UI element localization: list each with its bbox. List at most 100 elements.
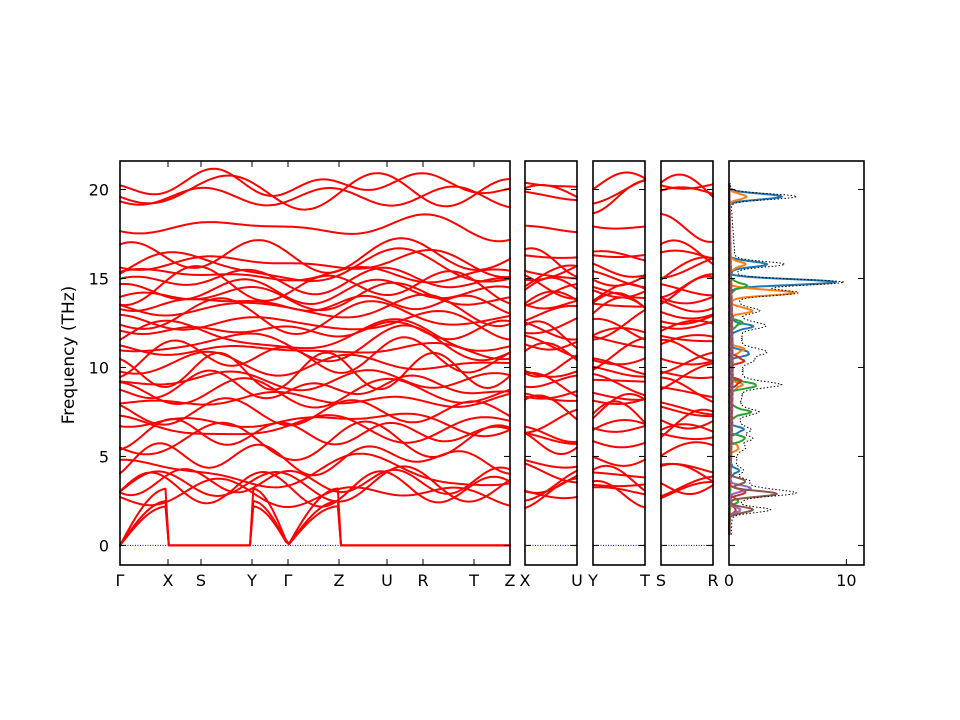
phonon-band-16 bbox=[592, 373, 646, 397]
phonon-band-9 bbox=[119, 420, 511, 461]
phonon-band-36 bbox=[524, 254, 578, 259]
phonon-band-12 bbox=[592, 400, 646, 424]
panel-frame bbox=[660, 160, 714, 566]
phonon-band-24 bbox=[592, 317, 646, 341]
phonon-band-19 bbox=[524, 354, 578, 378]
phonon-band-5 bbox=[592, 483, 646, 488]
phonon-band-23 bbox=[524, 320, 578, 350]
phonon-band-22 bbox=[660, 334, 714, 346]
dos-frame bbox=[728, 160, 865, 566]
phonon-band-40 bbox=[660, 183, 714, 190]
band-panel-main: Γ X S Y Γ Z U R T Z 0 5 10 15 20 bbox=[89, 160, 516, 590]
phonon-band-7 bbox=[524, 462, 578, 484]
phonon-band-13 bbox=[592, 393, 646, 420]
phonon-band-11 bbox=[592, 425, 646, 433]
phonon-band-26 bbox=[524, 304, 578, 322]
k-point-label: T bbox=[639, 571, 650, 590]
y-tick-label: 15 bbox=[89, 269, 109, 288]
k-point-label: S bbox=[656, 571, 666, 590]
phonon-band-7 bbox=[592, 471, 646, 479]
k-point-label: U bbox=[381, 571, 393, 590]
phonon-band-22 bbox=[524, 340, 578, 351]
phonon-band-37 bbox=[660, 213, 714, 243]
phonon-band-33 bbox=[119, 266, 511, 284]
phonon-band-32 bbox=[119, 266, 511, 296]
phonon-band-39 bbox=[592, 178, 646, 205]
phonon-band-24 bbox=[524, 321, 578, 341]
phonon-band-4 bbox=[592, 486, 646, 496]
k-point-label: Z bbox=[505, 571, 516, 590]
y-axis-title: Frequency (THz) bbox=[59, 286, 79, 425]
phonon-band-3 bbox=[592, 480, 646, 509]
phonon-band-20 bbox=[592, 337, 646, 371]
phonon-band-31 bbox=[660, 273, 714, 299]
phonon-band-14 bbox=[592, 397, 646, 405]
k-point-label: S bbox=[196, 571, 206, 590]
phonon-band-12 bbox=[660, 419, 714, 430]
k-point-label: Y bbox=[246, 571, 257, 590]
phonon-band-23 bbox=[119, 318, 511, 352]
phonon-band-8 bbox=[592, 455, 646, 467]
y-tick-label: 10 bbox=[89, 358, 109, 377]
phonon-band-19 bbox=[660, 351, 714, 375]
phonon-band-33 bbox=[592, 275, 646, 287]
phonon-band-29 bbox=[524, 283, 578, 307]
phonon-band-17 bbox=[119, 369, 511, 392]
phonon-band-39 bbox=[119, 172, 511, 211]
phonon-band-20 bbox=[119, 336, 511, 379]
k-point-label: X bbox=[520, 571, 531, 590]
k-point-label: Y bbox=[587, 571, 598, 590]
k-point-label: T bbox=[468, 571, 479, 590]
phonon-band-25 bbox=[660, 320, 714, 330]
k-point-label: U bbox=[571, 571, 583, 590]
dos-panel: 0 10 bbox=[724, 160, 865, 590]
phonon-band-9 bbox=[524, 432, 578, 455]
panel-frame bbox=[119, 160, 511, 566]
phonon-band-17 bbox=[660, 362, 714, 391]
phonon-band-24 bbox=[660, 319, 714, 332]
phonon-band-17 bbox=[592, 378, 646, 383]
phonon-band-27 bbox=[592, 291, 646, 309]
phonon-band-4 bbox=[119, 470, 511, 508]
phonon-band-9 bbox=[592, 440, 646, 449]
phonon-band-13 bbox=[119, 397, 511, 427]
phonon-band-10 bbox=[524, 425, 578, 443]
phonon-band-21 bbox=[524, 334, 578, 359]
phonon-band-11 bbox=[524, 431, 578, 445]
phonon-band-31 bbox=[592, 285, 646, 299]
phonon-band-18 bbox=[119, 351, 511, 391]
phonon-band-36 bbox=[660, 239, 714, 266]
phonon-band-15 bbox=[592, 391, 646, 401]
phonon-band-35 bbox=[119, 249, 511, 279]
phonon-band-15 bbox=[660, 376, 714, 403]
phonon-band-36 bbox=[592, 254, 646, 258]
phonon-band-8 bbox=[524, 459, 578, 469]
phonon-band-25 bbox=[524, 317, 578, 335]
phonon-band-32 bbox=[592, 270, 646, 289]
y-tick-label: 5 bbox=[99, 447, 109, 466]
phonon-band-37 bbox=[592, 225, 646, 230]
phonon-band-37 bbox=[119, 213, 511, 243]
phonon-band-34 bbox=[660, 257, 714, 279]
phonon-band-11 bbox=[660, 408, 714, 439]
phonon-band-14 bbox=[660, 401, 714, 416]
dos-x-tick-label: 0 bbox=[724, 571, 734, 590]
phonon-band-26 bbox=[660, 314, 714, 325]
phonon-band-6 bbox=[119, 466, 511, 497]
phonon-band-4 bbox=[660, 475, 714, 498]
panel-frame bbox=[592, 160, 646, 566]
phonon-band-35 bbox=[592, 250, 646, 262]
phonon-band-21 bbox=[592, 357, 646, 366]
phonon-band-39 bbox=[524, 190, 578, 201]
phonon-band-34 bbox=[119, 247, 511, 283]
phonon-band-6 bbox=[592, 464, 646, 492]
phonon-band-5 bbox=[524, 469, 578, 502]
phonon-band-33 bbox=[524, 269, 578, 280]
phonon-band-17 bbox=[524, 374, 578, 389]
phonon-band-24 bbox=[119, 319, 511, 341]
phonon-band-39 bbox=[660, 173, 714, 198]
